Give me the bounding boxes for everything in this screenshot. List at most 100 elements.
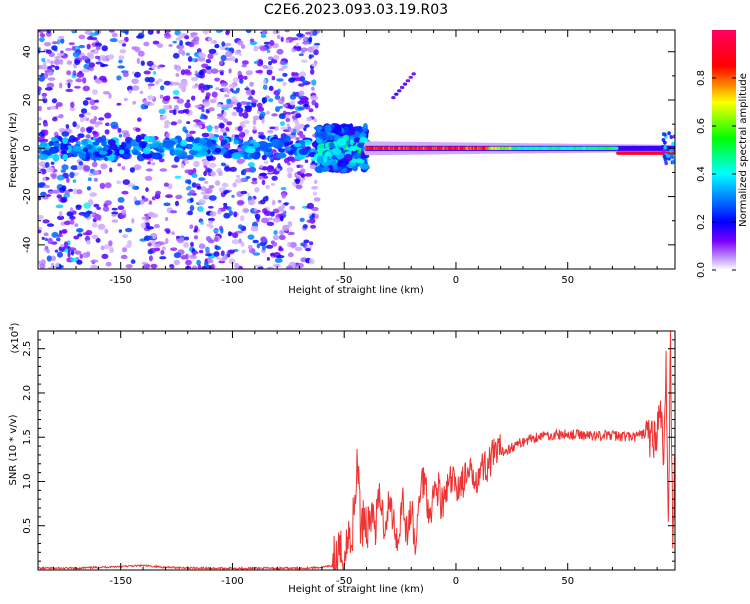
- spectrogram-cell: [268, 217, 273, 221]
- spectrogram-cell: [85, 127, 92, 131]
- spectrogram-cell: [349, 139, 354, 146]
- spectrogram-cell: [669, 135, 674, 139]
- spectrogram-cell: [95, 42, 102, 47]
- spectrogram-cell: [219, 60, 224, 65]
- spectrogram-cell: [69, 171, 75, 179]
- colorbar-tick-label: 0.0: [696, 262, 707, 278]
- spectrogram-cell: [45, 161, 50, 169]
- spectrogram-cell: [41, 92, 48, 97]
- spectrogram-cell: [88, 66, 95, 72]
- spectrogram-cell: [263, 41, 270, 45]
- spectrogram-cell: [111, 219, 119, 223]
- spectrogram-cell: [243, 75, 248, 80]
- spectrogram-cell: [118, 229, 123, 233]
- spectrogram-cell: [45, 194, 52, 197]
- spectrogram-cell: [158, 158, 165, 163]
- spectrogram-cell: [85, 134, 91, 139]
- spectrogram-cell: [63, 241, 68, 248]
- spectrogram-cell: [259, 111, 266, 118]
- spectrogram-cell: [168, 44, 173, 47]
- spectrogram-cell: [259, 135, 266, 140]
- spectrogram-cell: [360, 132, 367, 138]
- spectrogram-cell: [175, 194, 183, 199]
- spectrogram-cell: [83, 212, 90, 218]
- spectrogram-cell: [67, 82, 71, 89]
- spectrogram-cell: [47, 237, 53, 245]
- spectrogram-cell: [122, 132, 130, 139]
- spectrogram-cell: [223, 118, 229, 123]
- spectrogram-cell: [269, 40, 275, 46]
- spectrogram-cell: [117, 127, 122, 133]
- spectrogram-cell: [399, 85, 405, 90]
- spectrogram-cell: [54, 55, 62, 59]
- spectrogram-cell: [146, 60, 154, 67]
- spectrogram-cell: [76, 259, 83, 265]
- spectrogram-cell: [199, 116, 206, 120]
- spectrogram-cell: [261, 154, 267, 161]
- spectrogram-cell: [149, 102, 155, 106]
- spectrogram-cell: [117, 65, 125, 69]
- spectrogram-cell: [237, 74, 244, 81]
- spectrogram-cell: [38, 117, 43, 121]
- spectrogram-cell: [244, 146, 256, 154]
- spectrogram-cell: [193, 235, 199, 240]
- spectrogram-cell: [211, 91, 218, 98]
- spectrogram-cell: [59, 58, 64, 65]
- spectrogram-cell: [118, 133, 123, 138]
- spectrogram-cell: [231, 152, 241, 160]
- spectrogram-cell: [278, 105, 283, 109]
- spectrogram-cell: [237, 40, 244, 46]
- spectrogram-cell: [102, 56, 107, 62]
- spectrogram-cell: [178, 49, 185, 55]
- spectrogram-cell: [138, 141, 147, 149]
- spectrogram-cell: [170, 121, 178, 126]
- spectrogram-cell: [184, 35, 190, 40]
- spectrogram-cell: [350, 146, 359, 151]
- snr-scale-factor: (x104): [8, 322, 21, 353]
- spectrogram-cell: [223, 110, 227, 117]
- spectrogram-cell: [62, 137, 69, 145]
- spectrogram-cell: [199, 69, 204, 75]
- spectrogram-cell: [277, 199, 282, 203]
- spectrogram-cell: [313, 118, 318, 122]
- spectrogram-cell: [325, 134, 335, 141]
- spectrogram-cell: [38, 153, 49, 161]
- spectrogram-cell: [194, 104, 203, 108]
- spectrogram-cell: [92, 89, 98, 95]
- spectrogram-cell: [226, 121, 233, 126]
- spectrogram-cell: [281, 192, 287, 199]
- spectrogram-cell: [183, 242, 189, 248]
- spectrogram-cell: [165, 142, 174, 149]
- spectrogram-cell: [216, 103, 222, 108]
- spectrogram-cell: [234, 49, 241, 55]
- spectrogram-cell: [102, 91, 110, 95]
- spectrogram-cell: [101, 141, 107, 147]
- spectrogram-cell: [65, 47, 73, 51]
- spectrogram-cell: [164, 120, 171, 126]
- snr-ytick-label: 1.5: [22, 429, 33, 445]
- spectrogram-cell: [85, 112, 92, 116]
- spectrogram-cell: [214, 147, 222, 153]
- snr-xtick-label: -150: [109, 576, 132, 587]
- spectrogram-cell: [298, 83, 305, 87]
- spectrogram-cell: [140, 103, 147, 110]
- spectrogram-cell: [105, 261, 112, 267]
- spectrogram-cell: [189, 255, 198, 259]
- spectrogram-cell: [291, 71, 295, 77]
- spectrogram-cell: [278, 234, 286, 240]
- spectrogram-cell: [98, 117, 105, 121]
- spectrogram-cell: [182, 109, 187, 113]
- spectrogram-cell: [56, 102, 63, 107]
- spectrogram-cell: [207, 205, 214, 209]
- spectrogram-cell: [214, 180, 221, 186]
- spectrogram-cell: [349, 128, 356, 136]
- spectrogram-cell: [91, 234, 99, 240]
- spectrogram-cell: [184, 102, 191, 109]
- colorbar-tick-label: 0.4: [696, 166, 707, 182]
- spectrogram-cell: [261, 179, 266, 186]
- spectrogram-cell: [215, 87, 220, 91]
- spectrogram-frame: [37, 29, 676, 270]
- spectrogram-cell: [176, 235, 180, 239]
- spectrogram-cell: [90, 49, 95, 53]
- spectrogram-cell: [56, 237, 61, 242]
